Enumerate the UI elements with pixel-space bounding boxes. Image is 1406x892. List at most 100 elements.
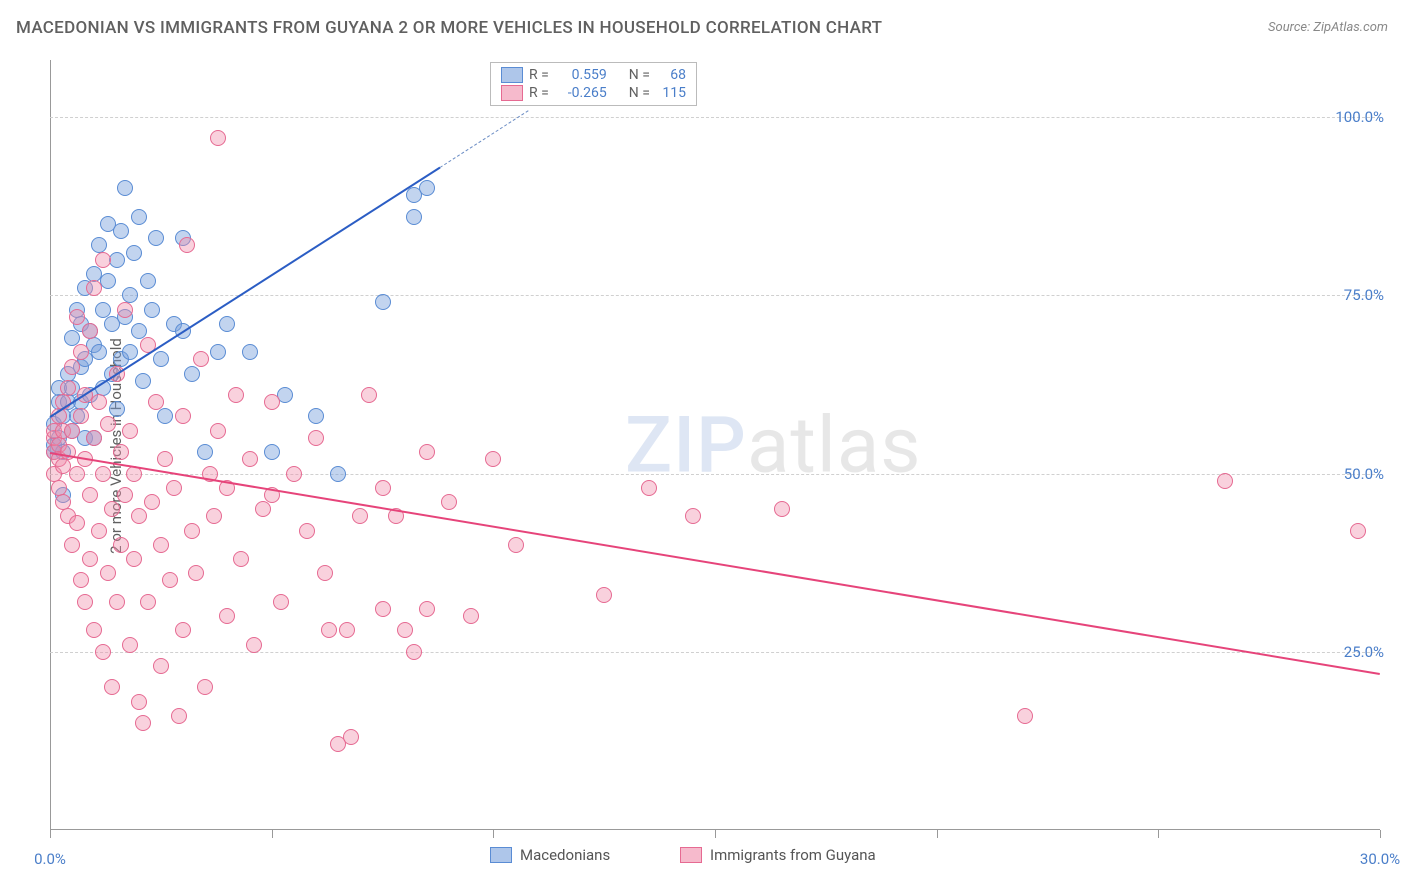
scatter-point-guyana (109, 594, 125, 610)
scatter-point-guyana (100, 416, 116, 432)
scatter-point-macedonians (375, 294, 391, 310)
scatter-point-guyana (69, 515, 85, 531)
scatter-point-guyana (273, 594, 289, 610)
scatter-point-guyana (685, 508, 701, 524)
scatter-point-guyana (1217, 473, 1233, 489)
stats-row-guyana: R = -0.265 N = 115 (501, 85, 686, 101)
plot-area (50, 60, 1380, 830)
scatter-point-macedonians (157, 408, 173, 424)
scatter-point-macedonians (91, 344, 107, 360)
scatter-point-guyana (64, 423, 80, 439)
scatter-point-guyana (184, 523, 200, 539)
scatter-point-guyana (95, 466, 111, 482)
scatter-point-guyana (375, 480, 391, 496)
scatter-point-guyana (343, 729, 359, 745)
scatter-point-guyana (148, 394, 164, 410)
scatter-point-macedonians (117, 180, 133, 196)
scatter-point-guyana (210, 423, 226, 439)
x-tick (272, 830, 273, 838)
scatter-point-guyana (131, 508, 147, 524)
scatter-point-guyana (321, 622, 337, 638)
scatter-point-macedonians (219, 316, 235, 332)
scatter-point-guyana (255, 501, 271, 517)
chart-title: MACEDONIAN VS IMMIGRANTS FROM GUYANA 2 O… (16, 18, 882, 38)
stats-row-macedonians: R = 0.559 N = 68 (501, 67, 686, 83)
scatter-point-guyana (596, 587, 612, 603)
scatter-point-guyana (299, 523, 315, 539)
scatter-point-guyana (64, 359, 80, 375)
scatter-point-guyana (95, 252, 111, 268)
gridline-h (50, 652, 1380, 653)
scatter-point-guyana (246, 637, 262, 653)
scatter-point-guyana (419, 601, 435, 617)
x-tick (50, 830, 51, 838)
scatter-point-guyana (73, 572, 89, 588)
scatter-point-guyana (317, 565, 333, 581)
scatter-point-guyana (166, 480, 182, 496)
scatter-point-guyana (73, 408, 89, 424)
scatter-point-guyana (375, 601, 391, 617)
scatter-point-guyana (91, 523, 107, 539)
scatter-point-macedonians (419, 180, 435, 196)
scatter-point-guyana (69, 309, 85, 325)
scatter-point-guyana (113, 537, 129, 553)
scatter-point-macedonians (242, 344, 258, 360)
scatter-point-guyana (131, 694, 147, 710)
scatter-point-macedonians (197, 444, 213, 460)
scatter-point-guyana (162, 572, 178, 588)
scatter-point-guyana (1350, 523, 1366, 539)
scatter-point-macedonians (131, 209, 147, 225)
scatter-point-guyana (100, 565, 116, 581)
scatter-point-macedonians (153, 351, 169, 367)
scatter-point-guyana (419, 444, 435, 460)
swatch-pink (680, 847, 702, 863)
scatter-point-macedonians (330, 466, 346, 482)
scatter-point-macedonians (113, 223, 129, 239)
scatter-point-guyana (113, 444, 129, 460)
scatter-point-guyana (82, 551, 98, 567)
scatter-point-guyana (73, 344, 89, 360)
x-tick (715, 830, 716, 838)
scatter-point-guyana (175, 622, 191, 638)
scatter-point-guyana (104, 501, 120, 517)
scatter-point-guyana (179, 237, 195, 253)
swatch-blue (490, 847, 512, 863)
scatter-point-guyana (69, 466, 85, 482)
swatch-pink (501, 85, 523, 101)
legend-item-guyana: Immigrants from Guyana (680, 846, 876, 864)
n-label: N = (629, 85, 650, 101)
n-value: 68 (656, 67, 686, 83)
scatter-point-guyana (219, 608, 235, 624)
scatter-point-guyana (122, 423, 138, 439)
x-tick (493, 830, 494, 838)
scatter-point-guyana (117, 487, 133, 503)
scatter-point-guyana (508, 537, 524, 553)
scatter-point-guyana (406, 644, 422, 660)
scatter-point-guyana (135, 715, 151, 731)
scatter-point-macedonians (64, 330, 80, 346)
scatter-point-guyana (361, 387, 377, 403)
r-value: -0.265 (555, 85, 607, 101)
scatter-point-macedonians (140, 273, 156, 289)
scatter-point-guyana (228, 387, 244, 403)
scatter-point-guyana (86, 430, 102, 446)
scatter-point-macedonians (308, 408, 324, 424)
x-tick (1158, 830, 1159, 838)
scatter-point-guyana (485, 451, 501, 467)
gridline-h (50, 117, 1380, 118)
scatter-point-macedonians (135, 373, 151, 389)
scatter-point-guyana (1017, 708, 1033, 724)
scatter-point-guyana (153, 537, 169, 553)
legend-item-macedonians: Macedonians (490, 846, 610, 864)
scatter-point-guyana (441, 494, 457, 510)
scatter-point-guyana (64, 537, 80, 553)
scatter-point-guyana (157, 451, 173, 467)
scatter-point-guyana (95, 644, 111, 660)
scatter-point-guyana (264, 394, 280, 410)
y-tick-label: 75.0% (1344, 286, 1384, 304)
scatter-point-guyana (91, 394, 107, 410)
source-label: Source: ZipAtlas.com (1268, 20, 1388, 35)
scatter-point-guyana (197, 679, 213, 695)
scatter-point-guyana (77, 594, 93, 610)
scatter-point-guyana (104, 679, 120, 695)
